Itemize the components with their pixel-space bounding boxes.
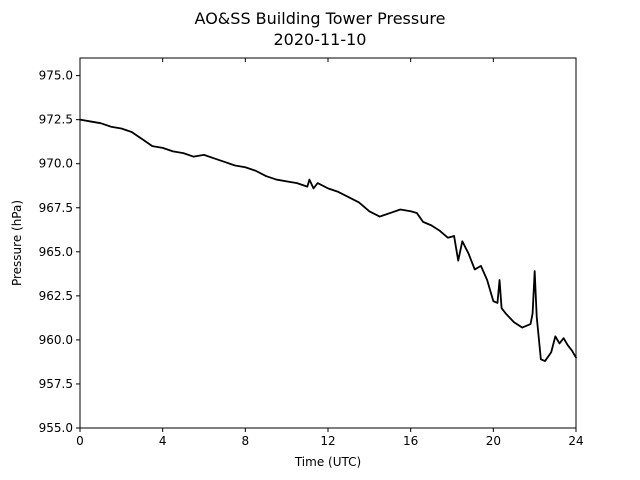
y-axis-label: Pressure (hPa) <box>10 200 24 286</box>
chart-subtitle: 2020-11-10 <box>274 30 367 49</box>
x-tick-label: 0 <box>76 434 84 448</box>
y-tick-label: 975.0 <box>39 69 73 83</box>
x-tick-label: 24 <box>568 434 583 448</box>
y-tick-label: 957.5 <box>39 377 73 391</box>
y-tick-label: 972.5 <box>39 113 73 127</box>
chart-title: AO&SS Building Tower Pressure <box>195 9 446 28</box>
pressure-series-line <box>79 118 577 362</box>
y-tick-label: 965.0 <box>39 245 73 259</box>
y-tick-label: 962.5 <box>39 289 73 303</box>
plot-frame <box>79 57 577 429</box>
y-tick-label: 955.0 <box>39 421 73 435</box>
x-tick-label: 8 <box>242 434 250 448</box>
y-tick-label: 967.5 <box>39 201 73 215</box>
x-tick-label: 16 <box>403 434 418 448</box>
y-tick-label: 970.0 <box>39 157 73 171</box>
plot-area <box>79 118 577 362</box>
x-axis-label: Time (UTC) <box>294 455 361 469</box>
axis-ticks: 0 4 8 12 16 20 24 955.0 957.5 960.0 962.5 965.0 967.… <box>39 58 584 448</box>
x-tick-label: 4 <box>159 434 167 448</box>
y-tick-label: 960.0 <box>39 333 73 347</box>
x-tick-label: 12 <box>320 434 335 448</box>
x-tick-label: 20 <box>486 434 501 448</box>
